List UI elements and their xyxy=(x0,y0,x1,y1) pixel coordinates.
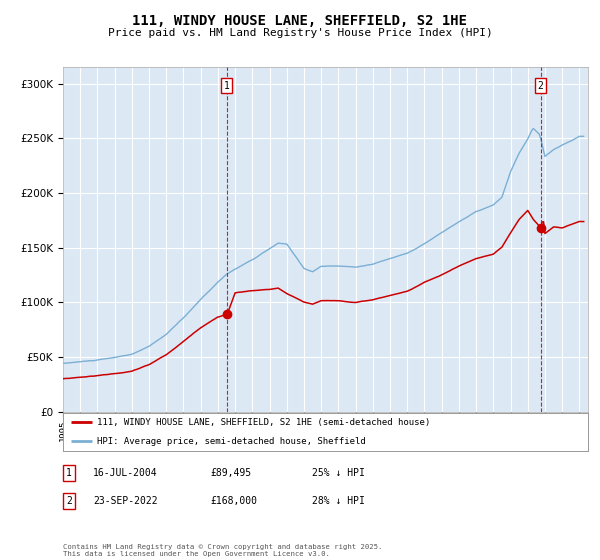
Text: 2: 2 xyxy=(66,496,72,506)
Text: 111, WINDY HOUSE LANE, SHEFFIELD, S2 1HE (semi-detached house): 111, WINDY HOUSE LANE, SHEFFIELD, S2 1HE… xyxy=(97,418,430,427)
Text: HPI: Average price, semi-detached house, Sheffield: HPI: Average price, semi-detached house,… xyxy=(97,437,366,446)
Text: 16-JUL-2004: 16-JUL-2004 xyxy=(93,468,158,478)
Text: 1: 1 xyxy=(224,81,229,91)
Text: 2: 2 xyxy=(538,81,544,91)
Text: 28% ↓ HPI: 28% ↓ HPI xyxy=(312,496,365,506)
Text: 1: 1 xyxy=(66,468,72,478)
Text: 23-SEP-2022: 23-SEP-2022 xyxy=(93,496,158,506)
Text: 111, WINDY HOUSE LANE, SHEFFIELD, S2 1HE: 111, WINDY HOUSE LANE, SHEFFIELD, S2 1HE xyxy=(133,14,467,28)
Text: Price paid vs. HM Land Registry's House Price Index (HPI): Price paid vs. HM Land Registry's House … xyxy=(107,28,493,38)
Text: £168,000: £168,000 xyxy=(210,496,257,506)
Text: £89,495: £89,495 xyxy=(210,468,251,478)
Text: 25% ↓ HPI: 25% ↓ HPI xyxy=(312,468,365,478)
Text: Contains HM Land Registry data © Crown copyright and database right 2025.
This d: Contains HM Land Registry data © Crown c… xyxy=(63,544,382,557)
